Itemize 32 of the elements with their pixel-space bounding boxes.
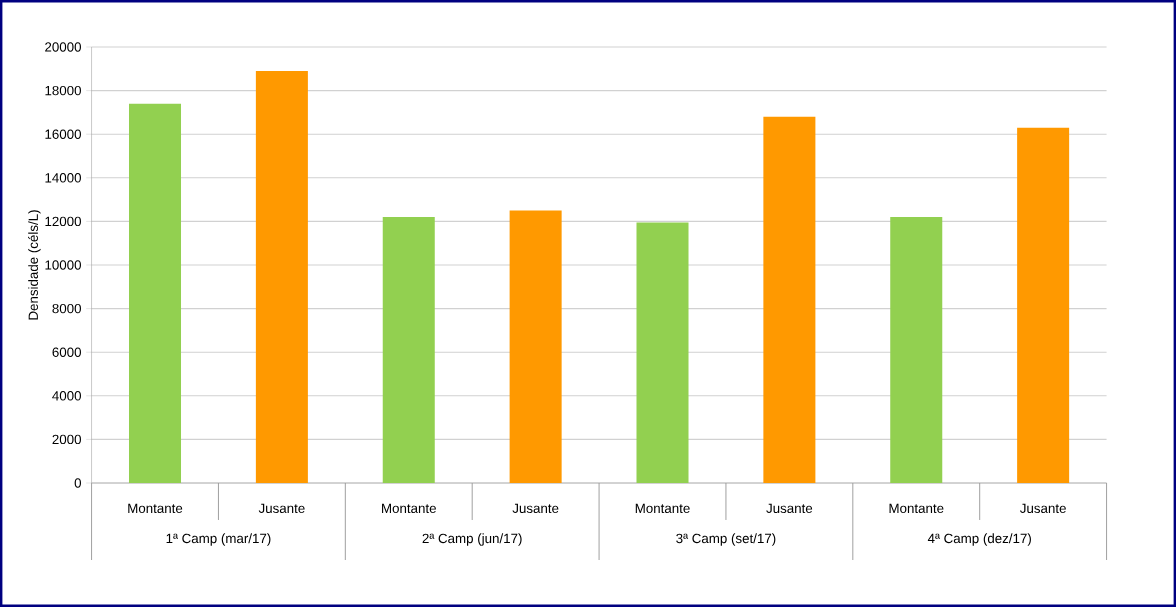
- x-tick-label: Jusante: [258, 503, 305, 514]
- text: 4ª Camp (dez/17): [927, 533, 1031, 546]
- bar: [129, 103, 182, 483]
- y-tick-label: 10000: [45, 260, 81, 270]
- x-tick-label: Jusante: [1019, 503, 1066, 514]
- bar: [255, 70, 308, 483]
- y-tick-label: 12000: [45, 216, 81, 227]
- x-tick-label: Montante: [128, 503, 183, 514]
- bar: [890, 217, 943, 483]
- y-axis-title: Densidade (céls/L): [28, 210, 41, 320]
- x-tick-label: Montante: [635, 503, 690, 514]
- y-tick-label: 18000: [45, 85, 81, 96]
- y-tick-label: 14000: [45, 173, 81, 183]
- y-tick-label: 0: [74, 478, 82, 488]
- bar: [382, 217, 435, 483]
- bar: [763, 116, 816, 483]
- text: 2ª Camp (jun/17): [422, 533, 522, 546]
- x-tick-label: Jusante: [766, 503, 813, 514]
- y-tick-label: 20000: [45, 42, 81, 52]
- y-tick-label: 16000: [45, 129, 81, 139]
- x-tick-label: Montante: [889, 503, 944, 514]
- x-tick-label: Jusante: [512, 503, 559, 514]
- y-tick-label: 4000: [52, 391, 81, 401]
- text: 1ª Camp (mar/17): [166, 533, 271, 546]
- bar: [636, 222, 689, 483]
- bar: [509, 210, 562, 483]
- text: 3ª Camp (set/17): [676, 533, 776, 546]
- y-tick-label: 8000: [52, 303, 81, 314]
- y-tick-label: 2000: [52, 434, 81, 445]
- y-tick-label: 6000: [52, 347, 81, 357]
- bar: [1017, 127, 1070, 483]
- x-tick-label: Montante: [382, 503, 436, 514]
